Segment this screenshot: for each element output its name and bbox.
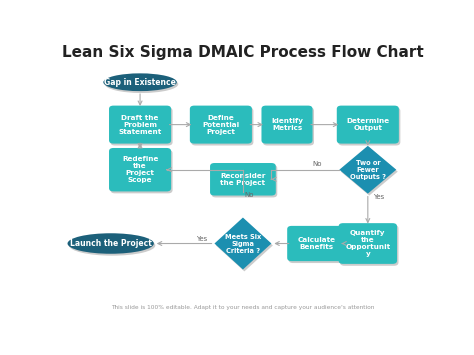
Text: This slide is 100% editable. Adapt it to your needs and capture your audience's : This slide is 100% editable. Adapt it to… (111, 305, 374, 310)
FancyBboxPatch shape (109, 105, 171, 144)
FancyBboxPatch shape (338, 223, 397, 264)
Text: Reconsider
the Project: Reconsider the Project (220, 173, 265, 186)
FancyBboxPatch shape (190, 105, 252, 144)
FancyBboxPatch shape (289, 228, 347, 263)
Text: Yes: Yes (374, 194, 384, 200)
Text: Yes: Yes (196, 236, 207, 242)
FancyBboxPatch shape (287, 226, 346, 261)
Text: Quantify
the
Opportunit
y: Quantify the Opportunit y (345, 230, 391, 257)
Text: Identify
Metrics: Identify Metrics (271, 118, 303, 131)
Text: Lean Six Sigma DMAIC Process Flow Chart: Lean Six Sigma DMAIC Process Flow Chart (62, 45, 424, 60)
Text: Redefine
the
Project
Scope: Redefine the Project Scope (122, 156, 158, 183)
FancyBboxPatch shape (340, 225, 399, 266)
FancyBboxPatch shape (337, 105, 399, 144)
Text: Gap in Existence: Gap in Existence (104, 78, 176, 87)
Text: Launch the Project: Launch the Project (70, 239, 152, 248)
Polygon shape (339, 146, 396, 193)
FancyBboxPatch shape (338, 108, 401, 146)
Polygon shape (341, 148, 398, 196)
FancyBboxPatch shape (110, 150, 173, 193)
Ellipse shape (67, 233, 154, 254)
FancyBboxPatch shape (109, 148, 171, 191)
FancyBboxPatch shape (110, 108, 173, 146)
Text: No: No (313, 162, 322, 168)
FancyBboxPatch shape (262, 105, 312, 144)
FancyBboxPatch shape (263, 108, 314, 146)
FancyBboxPatch shape (211, 165, 277, 197)
Text: No: No (245, 192, 254, 198)
Polygon shape (214, 218, 272, 269)
Text: Calculate
Benefits: Calculate Benefits (297, 237, 336, 250)
FancyBboxPatch shape (210, 163, 276, 196)
Ellipse shape (103, 73, 177, 91)
FancyBboxPatch shape (191, 108, 254, 146)
Text: Determine
Output: Determine Output (346, 118, 389, 131)
Text: Define
Potential
Project: Define Potential Project (202, 115, 239, 135)
Text: Meets Six
Sigma
Criteria ?: Meets Six Sigma Criteria ? (225, 234, 261, 253)
Text: Draft the
Problem
Statement: Draft the Problem Statement (118, 115, 162, 135)
Ellipse shape (69, 235, 155, 256)
Text: Two or
Fewer
Outputs ?: Two or Fewer Outputs ? (350, 160, 386, 180)
Polygon shape (216, 219, 273, 271)
Ellipse shape (105, 75, 178, 93)
